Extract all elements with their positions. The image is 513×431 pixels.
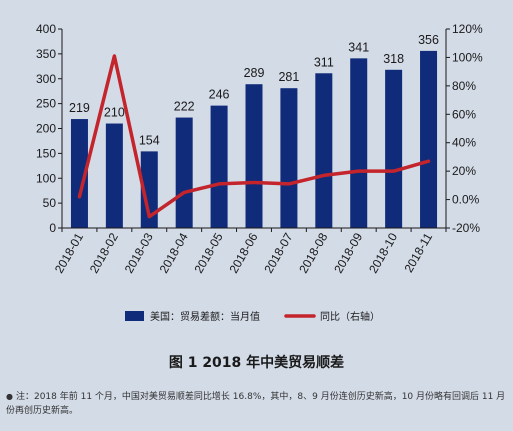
bar — [175, 117, 193, 228]
right-tick-label: 20% — [452, 164, 476, 178]
data-labels-group: 219 210 154 222 246 289 281 311 341 318 356 — [69, 33, 439, 147]
bullet-icon: ● — [6, 392, 13, 401]
x-tick-label: 2018-06 — [226, 230, 260, 275]
right-tick-label: 80% — [452, 79, 476, 93]
yoy-point — [252, 181, 256, 185]
bar — [210, 105, 228, 228]
left-tick-label: 200 — [36, 122, 56, 136]
x-tick-label: 2018-01 — [52, 230, 86, 275]
data-label: 281 — [278, 70, 299, 84]
data-label: 246 — [209, 88, 230, 102]
x-tick-label: 2018-08 — [296, 230, 330, 275]
bar — [280, 88, 298, 228]
yoy-point — [427, 159, 431, 163]
data-label: 219 — [69, 101, 90, 115]
data-label: 341 — [348, 40, 369, 54]
x-tick-label: 2018-09 — [331, 230, 365, 275]
x-tick-label: 2018-10 — [366, 230, 400, 275]
bar — [140, 151, 158, 228]
x-tick-label: 2018-04 — [157, 230, 191, 275]
x-tick-label: 2018-02 — [87, 230, 121, 275]
bar — [315, 73, 333, 228]
left-tick-label: 350 — [36, 47, 56, 61]
legend-bar-swatch — [125, 311, 144, 321]
bar — [245, 84, 263, 228]
yoy-point — [147, 215, 151, 219]
data-label: 356 — [418, 33, 439, 47]
x-tick-label: 2018-05 — [192, 230, 226, 275]
x-tick-label: 2018-03 — [122, 230, 156, 275]
x-tick-label: 2018-07 — [261, 230, 295, 275]
bar — [70, 119, 88, 228]
bar — [385, 69, 403, 228]
chart: 219 210 154 222 246 289 281 311 341 318 356 0 50 100… — [36, 22, 483, 323]
figure-caption: 图 1 2018 年中美贸易顺差 — [168, 355, 345, 371]
right-tick-label: 120% — [452, 22, 483, 36]
yoy-point — [182, 190, 186, 194]
data-label: 222 — [174, 100, 195, 114]
footnote-text: 注：2018 年前 11 个月，中国对美贸易顺差同比增长 16.8%，其中，8、… — [6, 392, 506, 416]
left-tick-label: 50 — [43, 196, 57, 210]
bars-group — [70, 50, 438, 228]
legend: 美国：贸易差额：当月值 同比（右轴） — [125, 310, 380, 323]
data-label: 154 — [139, 133, 160, 147]
legend-line-label: 同比（右轴） — [320, 310, 380, 323]
data-label: 311 — [314, 55, 334, 69]
bar — [420, 50, 438, 228]
bar — [350, 58, 368, 228]
yoy-point — [392, 169, 396, 173]
data-label: 318 — [383, 52, 404, 66]
left-tick-label: 400 — [36, 22, 56, 36]
left-tick-label: 150 — [36, 146, 56, 160]
right-tick-label: 0.0% — [452, 193, 480, 207]
right-tick-label: 40% — [452, 136, 476, 150]
legend-bar-label: 美国：贸易差额：当月值 — [150, 310, 260, 323]
yoy-point — [322, 173, 326, 177]
yoy-point — [217, 182, 221, 186]
right-tick-label: 100% — [452, 50, 483, 64]
footnote: ● 注：2018 年前 11 个月，中国对美贸易顺差同比增长 16.8%，其中，8… — [6, 390, 506, 418]
data-label: 289 — [244, 66, 265, 80]
yoy-point — [287, 182, 291, 186]
yoy-point — [77, 195, 81, 199]
left-tick-label: 300 — [36, 72, 56, 86]
left-tick-label: 250 — [36, 97, 56, 111]
data-label: 210 — [104, 106, 125, 120]
right-tick-label: -20% — [452, 221, 480, 235]
left-tick-label: 100 — [36, 171, 56, 185]
yoy-point — [112, 54, 116, 58]
right-tick-label: 60% — [452, 107, 476, 121]
yoy-point — [357, 169, 361, 173]
bar — [105, 123, 123, 228]
line-group — [77, 54, 431, 219]
left-tick-label: 0 — [49, 221, 56, 235]
x-tick-label: 2018-11 — [401, 230, 435, 275]
